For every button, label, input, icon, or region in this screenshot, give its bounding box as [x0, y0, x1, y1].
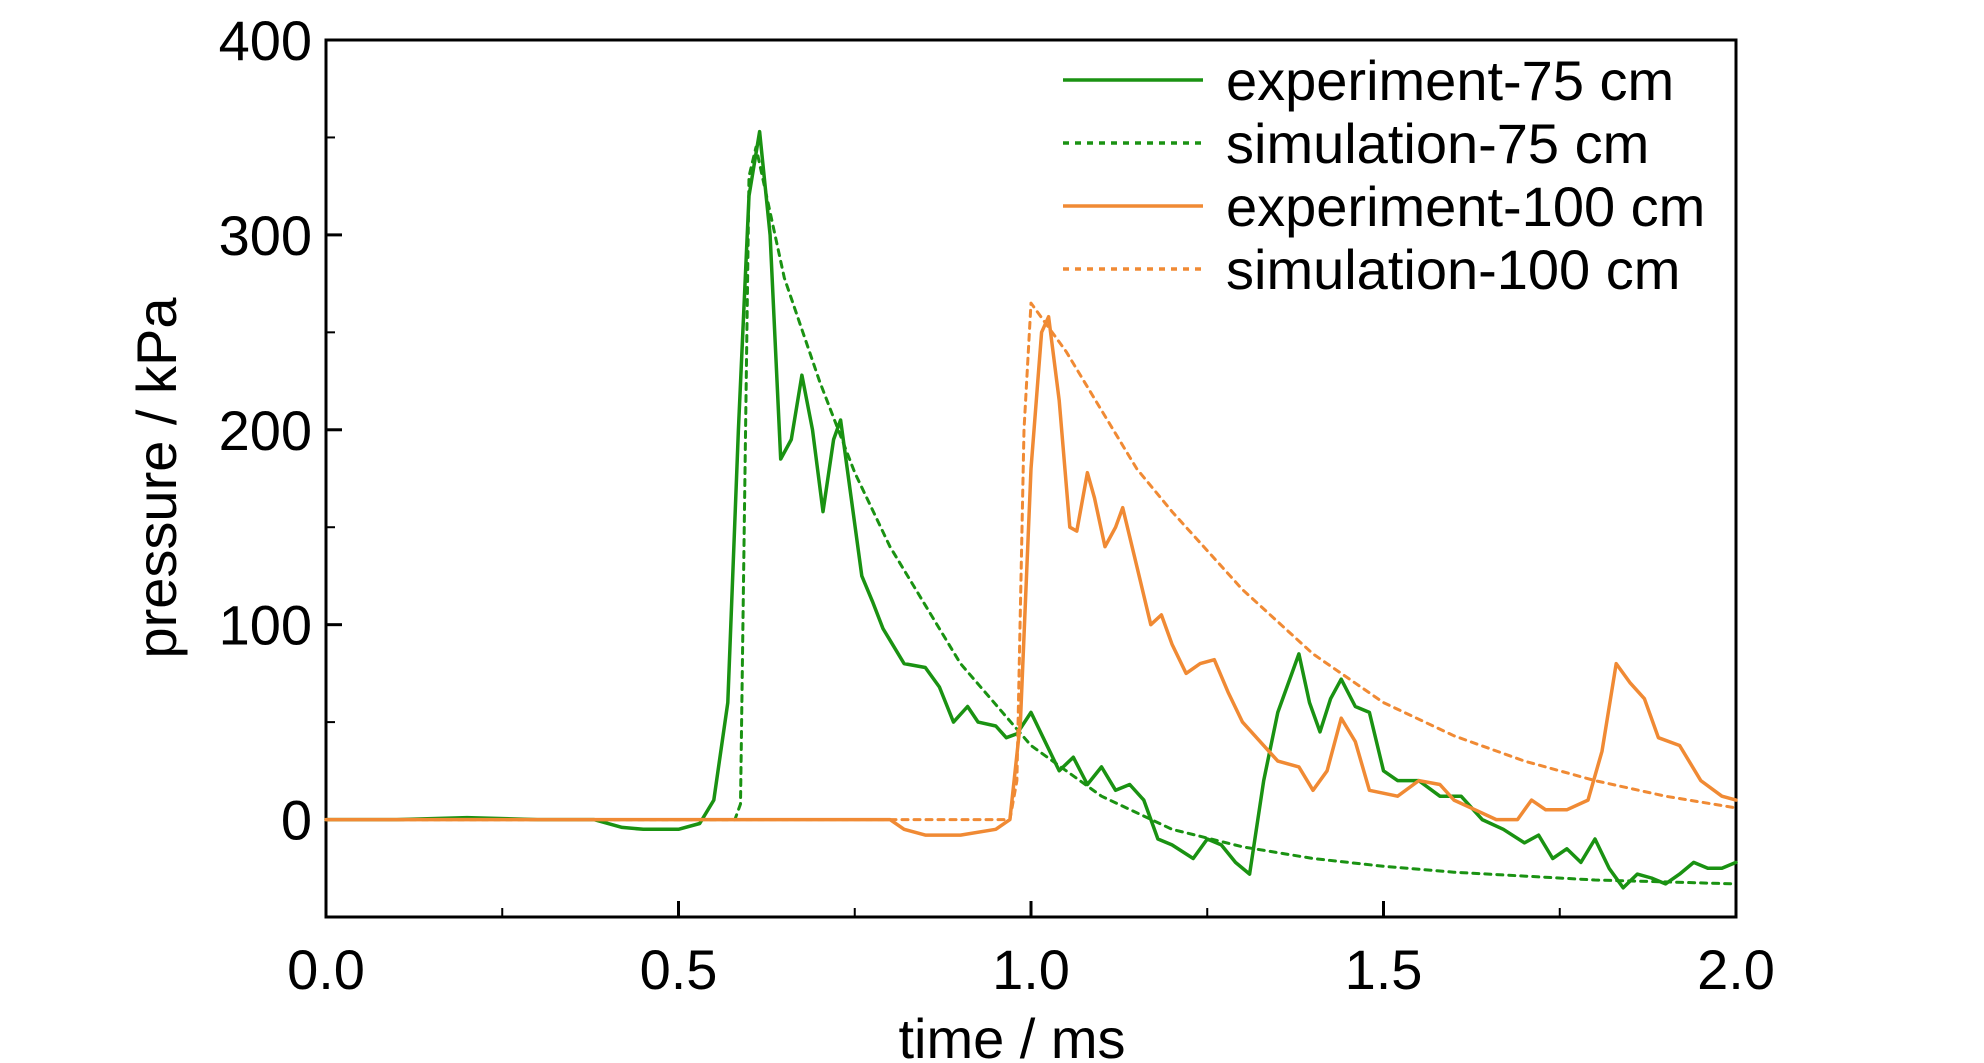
x-tick-label: 2.0	[1697, 938, 1775, 1001]
y-tick-label: 200	[219, 399, 312, 462]
y-tick-label: 300	[219, 204, 312, 267]
legend-label-2: simulation-75 cm	[1226, 112, 1649, 175]
legend-label-3: experiment-100 cm	[1226, 175, 1705, 238]
series-line-4	[324, 301, 1738, 822]
axis-ticks: 0.0 0.5 1.0 1.5 2.0 0 100 200 300 400	[219, 9, 1775, 1001]
x-tick-label: 1.5	[1345, 938, 1423, 1001]
series-line-2	[324, 145, 1738, 886]
series-line-3	[324, 314, 1738, 837]
x-tick-label: 1.0	[992, 938, 1070, 1001]
x-tick-label: 0.5	[640, 938, 718, 1001]
series-layer	[324, 129, 1738, 890]
y-tick-label: 100	[219, 594, 312, 657]
x-axis-label: time / ms	[898, 1007, 1125, 1063]
legend-label-1: experiment-75 cm	[1226, 49, 1674, 112]
series-line-1	[324, 129, 1738, 890]
y-tick-label: 0	[281, 789, 312, 852]
y-tick-label: 400	[219, 9, 312, 72]
y-axis-label: pressure / kPa	[125, 297, 188, 659]
x-tick-label: 0.0	[287, 938, 365, 1001]
legend-label-4: simulation-100 cm	[1226, 238, 1680, 301]
